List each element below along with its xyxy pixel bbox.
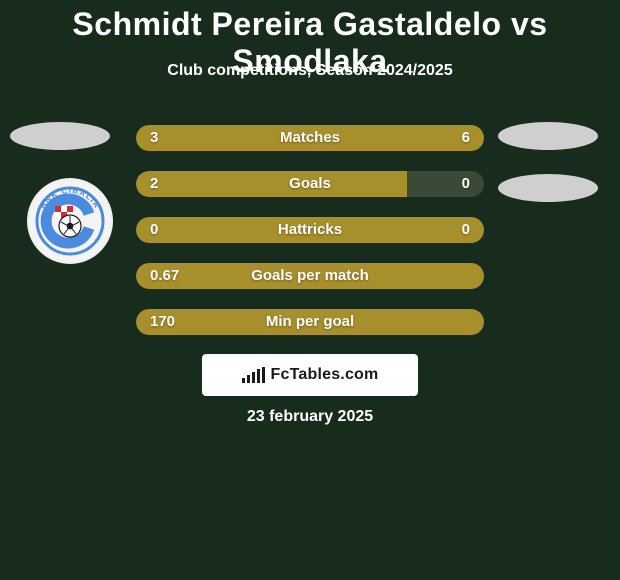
stat-value-left: 170 xyxy=(150,309,175,335)
page-subtitle: Club competitions, Season 2024/2025 xyxy=(0,62,620,80)
comparison-card: Schmidt Pereira Gastaldelo vs Smodlaka C… xyxy=(0,0,620,580)
generated-date: 23 february 2025 xyxy=(0,408,620,426)
team-pill-left xyxy=(10,122,110,150)
stat-value-right: 6 xyxy=(462,125,470,151)
stat-label: Hattricks xyxy=(136,217,484,243)
stat-row: Min per goal170 xyxy=(136,309,484,335)
club-badge-svg: HNK CIBALIA xyxy=(33,184,107,258)
club-badge: HNK CIBALIA xyxy=(27,178,113,264)
stat-value-right: 0 xyxy=(462,217,470,243)
brand-text: FcTables.com xyxy=(271,366,379,384)
stat-value-left: 0.67 xyxy=(150,263,179,289)
stat-value-left: 2 xyxy=(150,171,158,197)
stat-row: Goals2 0 xyxy=(136,171,484,197)
stat-value-left: 0 xyxy=(150,217,158,243)
stat-label: Goals xyxy=(136,171,484,197)
brand-bars-icon xyxy=(242,367,265,383)
stat-label: Min per goal xyxy=(136,309,484,335)
stat-label: Goals per match xyxy=(136,263,484,289)
stat-value-right: 0 xyxy=(462,171,470,197)
team-pill-right-1 xyxy=(498,122,598,150)
stat-row: Matches3 6 xyxy=(136,125,484,151)
stat-value-left: 3 xyxy=(150,125,158,151)
stat-row: Goals per match0.67 xyxy=(136,263,484,289)
stat-row: Hattricks0 0 xyxy=(136,217,484,243)
team-pill-right-2 xyxy=(498,174,598,202)
stat-label: Matches xyxy=(136,125,484,151)
brand-box: FcTables.com xyxy=(202,354,418,396)
